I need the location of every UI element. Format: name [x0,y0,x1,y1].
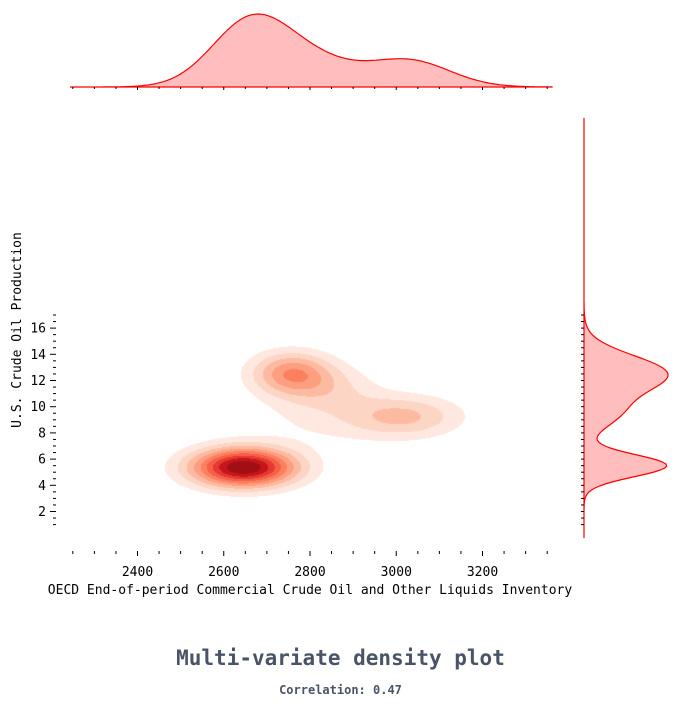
y-tick-label: 8 [38,426,46,441]
density-contours [55,103,549,549]
x-tick-label: 3200 [467,565,498,580]
x-tick-label: 2800 [294,565,325,580]
x-axis-label: OECD End-of-period Commercial Crude Oil … [48,583,573,598]
y-tick-label: 10 [30,400,46,415]
y-tick-label: 12 [30,374,46,389]
x-tick-label: 2400 [122,565,153,580]
x-tick-label: 3000 [381,565,412,580]
y-marginal-curve [583,118,669,538]
y-tick-label: 14 [30,348,46,363]
x-marginal-density [70,13,553,88]
figure-subtitle: Correlation: 0.47 [279,683,402,697]
joint-density-area [55,103,549,549]
y-tick-label: 4 [38,479,46,494]
y-tick-label: 16 [30,322,46,337]
x-tick-label: 2600 [208,565,239,580]
y-tick-label: 6 [38,453,46,468]
x-marginal-curve [70,13,553,88]
figure-title: Multi-variate density plot [176,646,505,670]
x-axis: 2400 2600 2800 3000 3200 [72,87,548,580]
y-tick-label: 2 [38,505,46,520]
y-axis: 2 4 6 8 10 12 14 16 [30,314,584,526]
y-marginal-density [583,118,669,538]
y-axis-label: U.S. Crude Oil Production [10,232,25,428]
